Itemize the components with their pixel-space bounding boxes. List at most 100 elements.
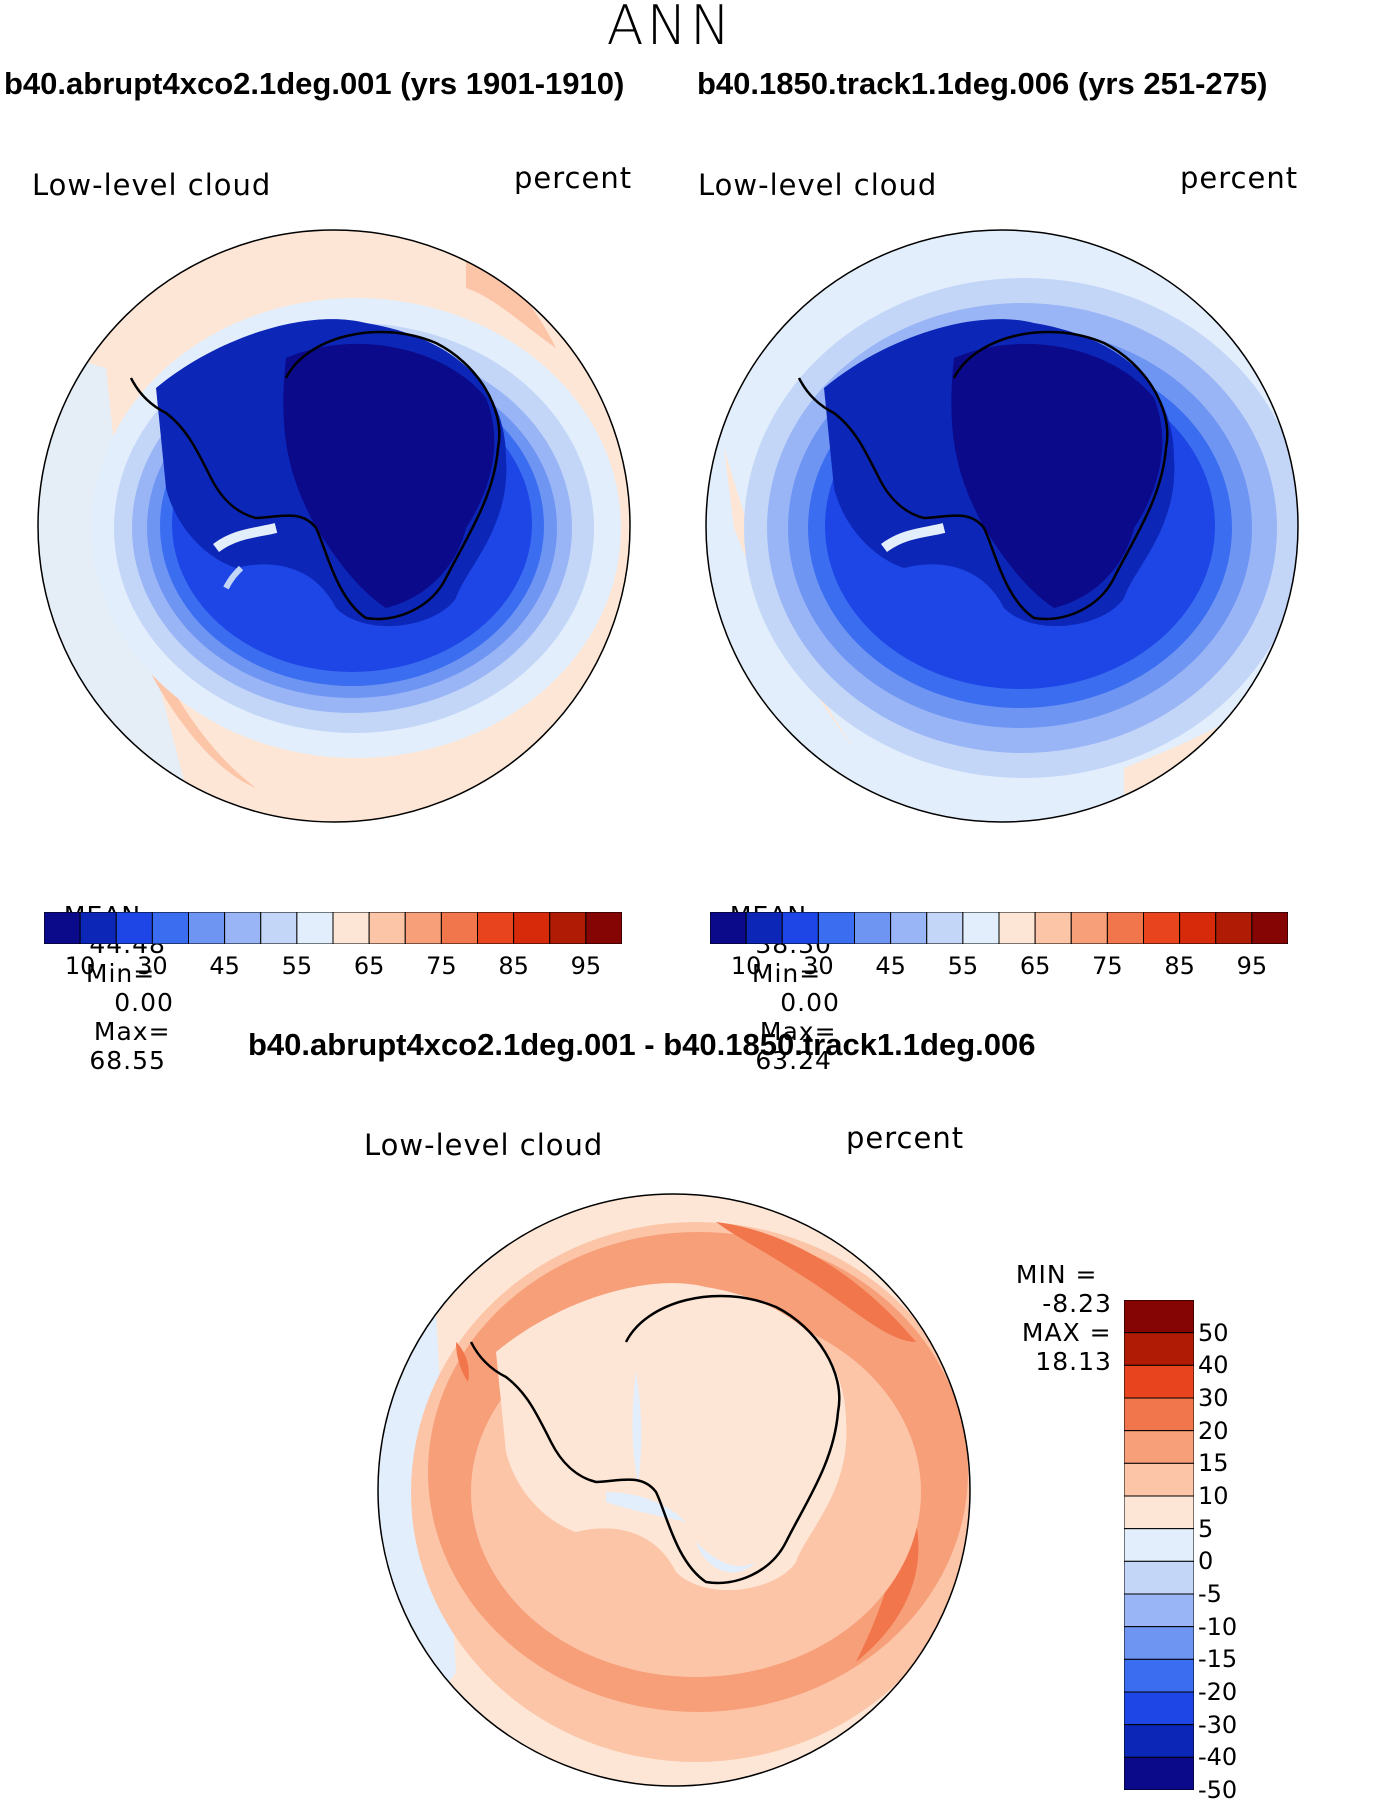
colorbar-swatch [1123, 1560, 1195, 1595]
colorbar-swatch [1070, 911, 1108, 945]
map-case2 [705, 229, 1299, 823]
colorbar-case2-tick: 45 [875, 952, 906, 980]
map-case1 [37, 229, 631, 823]
colorbar-difference-tick: 10 [1198, 1482, 1229, 1510]
colorbar-swatch [1215, 911, 1253, 945]
colorbar-swatch [440, 911, 478, 945]
colorbar-swatch [260, 911, 298, 945]
panel1-max-label: Max= [93, 1017, 171, 1046]
panel1-max-value: 68.55 [89, 1046, 166, 1075]
panel2-min-value: 0.00 [780, 988, 840, 1017]
panel3-min-label: MIN = [1015, 1260, 1098, 1289]
colorbar-difference-tick: 0 [1198, 1547, 1214, 1576]
colorbar-case1-tick: 95 [570, 952, 602, 980]
colorbar-swatch [549, 911, 587, 945]
colorbar-swatch [1143, 911, 1181, 945]
panel3-units-label: percent [846, 1121, 965, 1155]
colorbar-swatch [188, 911, 226, 945]
colorbar-swatch [1123, 1756, 1195, 1791]
colorbar-swatch [115, 911, 153, 945]
colorbar-difference-tick: 5 [1198, 1514, 1214, 1543]
panel3-variable-label: Low-level cloud [364, 1128, 604, 1162]
colorbar-swatch [1123, 1299, 1195, 1334]
colorbar-case2-labels: 10 30 45 55 65 75 85 95 [710, 952, 1288, 982]
colorbar-difference-tick: -10 [1198, 1612, 1238, 1641]
colorbar-swatch [1123, 1495, 1195, 1530]
colorbar-swatch [1106, 911, 1144, 945]
colorbar-swatch [962, 911, 1000, 945]
colorbar-difference-tick: 50 [1198, 1318, 1229, 1347]
colorbar-swatch [79, 911, 117, 945]
colorbar-swatch [296, 911, 334, 945]
colorbar-swatch [224, 911, 262, 945]
colorbar-case1-tick: 65 [353, 952, 385, 980]
colorbar-case1 [43, 911, 623, 945]
case2-title: b40.1850.track1.1deg.006 (yrs 251-275) [697, 66, 1268, 101]
colorbar-difference-tick: -30 [1198, 1710, 1238, 1739]
colorbar-difference-tick: 15 [1198, 1449, 1229, 1478]
colorbar-case2-tick: 55 [947, 952, 979, 980]
colorbar-case2-tick: 10 [730, 952, 762, 980]
panel3-max-label: MAX = [1021, 1318, 1112, 1347]
colorbar-swatch [781, 911, 819, 945]
colorbar-difference-tick: -15 [1198, 1645, 1238, 1674]
colorbar-swatch [1123, 1626, 1195, 1660]
panel1-units-label: percent [514, 161, 633, 195]
colorbar-swatch [585, 911, 623, 945]
colorbar-swatch [477, 911, 515, 945]
colorbar-difference-tick: 30 [1198, 1384, 1229, 1412]
colorbar-swatch [1034, 911, 1072, 945]
panel3-stats: MIN = -8.23 MAX = 18.13 [998, 1231, 1112, 1376]
case1-title: b40.abrupt4xco2.1deg.001 (yrs 1901-1910) [4, 66, 625, 101]
colorbar-swatch [404, 911, 442, 945]
colorbar-case1-tick: 85 [498, 952, 529, 980]
colorbar-case1-swatches [43, 911, 623, 945]
panel2-min-label: Min= [751, 959, 822, 988]
colorbar-swatch [1123, 1462, 1195, 1497]
colorbar-case2 [709, 911, 1289, 945]
panel1-min-value: 0.00 [114, 988, 174, 1017]
panel2-units-label: percent [1180, 161, 1299, 195]
colorbar-swatch [926, 911, 964, 945]
colorbar-case1-tick: 30 [137, 952, 168, 980]
colorbar-swatch [151, 911, 189, 945]
panel2-max-label: Max= [759, 1017, 837, 1046]
colorbar-swatch [854, 911, 892, 945]
colorbar-difference-tick: 20 [1198, 1416, 1229, 1445]
colorbar-case2-tick: 30 [803, 952, 834, 980]
colorbar-swatch [817, 911, 855, 945]
colorbar-case2-tick: 75 [1092, 952, 1123, 980]
colorbar-swatch [1123, 1332, 1195, 1366]
colorbar-swatch [890, 911, 928, 945]
panel3-max-value: 18.13 [1035, 1347, 1112, 1376]
colorbar-difference-tick: 40 [1198, 1351, 1229, 1380]
colorbar-difference-tick: -50 [1198, 1776, 1238, 1804]
colorbar-case2-swatches [709, 911, 1289, 945]
colorbar-swatch [709, 911, 747, 945]
colorbar-swatch [1123, 1724, 1195, 1758]
colorbar-swatch [513, 911, 551, 945]
colorbar-swatch [1123, 1364, 1195, 1399]
colorbar-case2-tick: 85 [1164, 952, 1195, 980]
colorbar-case1-tick: 45 [209, 952, 240, 980]
colorbar-swatch [1179, 911, 1217, 945]
panel1-variable-label: Low-level cloud [32, 168, 272, 202]
colorbar-difference-swatches [1123, 1299, 1195, 1791]
panel3-min-value: -8.23 [1042, 1289, 1112, 1318]
colorbar-swatch [998, 911, 1036, 945]
colorbar-swatch [1123, 1430, 1195, 1464]
colorbar-swatch [1123, 1397, 1195, 1432]
colorbar-difference-labels: 50 40 30 20 15 10 5 0 -5 -10 -15 -20 -30… [1198, 1300, 1288, 1804]
panel1-min-label: Min= [85, 959, 156, 988]
colorbar-swatch [368, 911, 406, 945]
colorbar-swatch [332, 911, 370, 945]
colorbar-case1-tick: 55 [281, 952, 313, 980]
colorbar-case1-tick: 75 [426, 952, 457, 980]
colorbar-difference-tick: -20 [1198, 1678, 1238, 1706]
colorbar-swatch [1251, 911, 1289, 945]
map-difference [377, 1193, 971, 1787]
season-title: ANN [606, 0, 734, 57]
colorbar-difference [1123, 1299, 1195, 1791]
colorbar-swatch [1123, 1658, 1195, 1693]
panel2-max-value: 63.24 [755, 1046, 832, 1075]
